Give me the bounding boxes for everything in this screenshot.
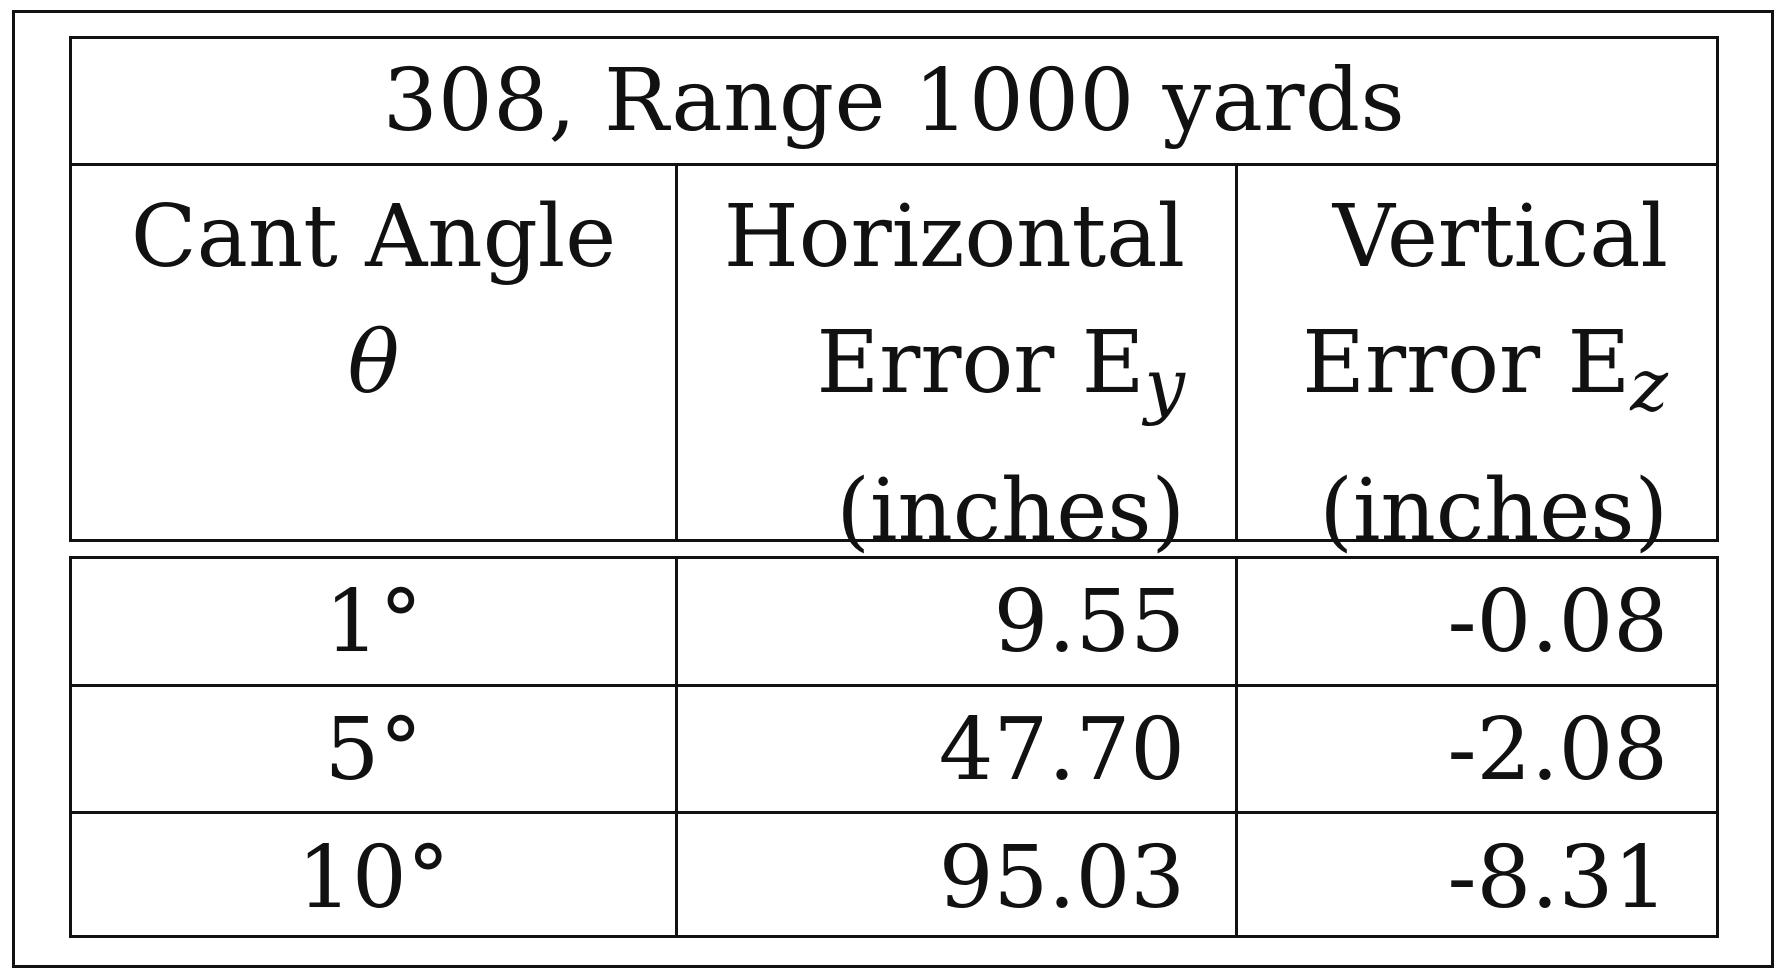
table-row: 1° 9.55 -0.08 <box>72 559 1716 685</box>
header-error-text: Error E <box>1302 313 1631 413</box>
cell-vertical-error: -0.08 <box>1447 572 1668 672</box>
header-horizontal-error: Horizontal Error Ey (inches) <box>678 166 1235 561</box>
table-row: 5° 47.70 -2.08 <box>72 687 1716 813</box>
header-line-units: (inches) <box>1319 461 1668 562</box>
row-divider <box>72 811 1716 814</box>
header-line: Vertical <box>1332 187 1668 287</box>
cell-horizontal-error: 9.55 <box>993 572 1185 672</box>
header-line: Cant Angle <box>130 187 617 287</box>
cell-horizontal-error: 47.70 <box>938 700 1185 800</box>
cell-cant-angle: 1° <box>324 572 423 672</box>
outer-frame <box>12 10 1774 968</box>
row-divider <box>72 684 1716 687</box>
header-error-text: Error E <box>816 313 1145 413</box>
header-line: Horizontal <box>723 187 1185 287</box>
table-row: 10° 95.03 -8.31 <box>72 815 1716 941</box>
header-line-units: (inches) <box>836 461 1185 562</box>
column-divider <box>1235 559 1238 935</box>
header-vertical-error: Vertical Error Ez (inches) <box>1238 166 1716 561</box>
column-divider <box>675 166 678 539</box>
header-line-error: Error Ey <box>678 300 1186 448</box>
header-line-error: Error Ez <box>1238 300 1668 448</box>
cell-vertical-error: -8.31 <box>1447 828 1668 928</box>
table-body: 1° 9.55 -0.08 5° 47.70 -2.08 10° 95.03 -… <box>69 556 1719 938</box>
header-line-theta: θ <box>347 313 400 413</box>
table-title: 308, Range 1000 yards <box>69 36 1719 166</box>
cell-horizontal-error: 95.03 <box>938 828 1185 928</box>
header-subscript: z <box>1630 343 1668 428</box>
cell-cant-angle: 10° <box>297 828 450 928</box>
header-cant-angle: Cant Angle θ <box>72 166 675 539</box>
table-header: Cant Angle θ Horizontal Error Ey (inches… <box>69 163 1719 561</box>
column-divider <box>1235 166 1238 539</box>
column-divider <box>675 559 678 935</box>
cell-cant-angle: 5° <box>324 700 423 800</box>
header-subscript: y <box>1144 343 1185 428</box>
cell-vertical-error: -2.08 <box>1447 700 1668 800</box>
